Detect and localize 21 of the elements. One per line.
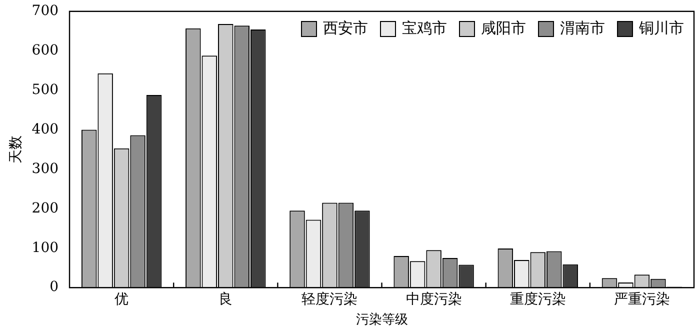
- y-tick-label: 600: [32, 42, 59, 58]
- legend-label: 宝鸡市: [402, 19, 447, 38]
- y-tick-label: 0: [50, 279, 59, 296]
- x-tick-label: 优: [114, 292, 129, 308]
- y-tick-label: 200: [32, 200, 59, 216]
- legend-label: 铜川市: [639, 19, 684, 38]
- x-axis-title: 污染等级: [356, 312, 408, 328]
- y-axis-title: 天数: [8, 136, 24, 164]
- x-tick-label: 重度污染: [510, 292, 566, 308]
- y-tick-label: 500: [32, 82, 59, 98]
- x-tick-label: 严重污染: [614, 292, 670, 308]
- x-tick-label: 中度污染: [406, 292, 462, 308]
- y-tick-label: 400: [32, 121, 59, 138]
- x-tick-label: 轻度污染: [302, 292, 358, 308]
- x-tick-label: 良: [218, 292, 233, 308]
- y-tick-label: 100: [32, 240, 59, 256]
- legend-label: 渭南市: [560, 19, 605, 38]
- legend-label: 西安市: [323, 19, 368, 38]
- y-tick-label: 700: [32, 3, 59, 20]
- y-tick-label: 300: [32, 160, 59, 177]
- legend-label: 咸阳市: [481, 19, 526, 38]
